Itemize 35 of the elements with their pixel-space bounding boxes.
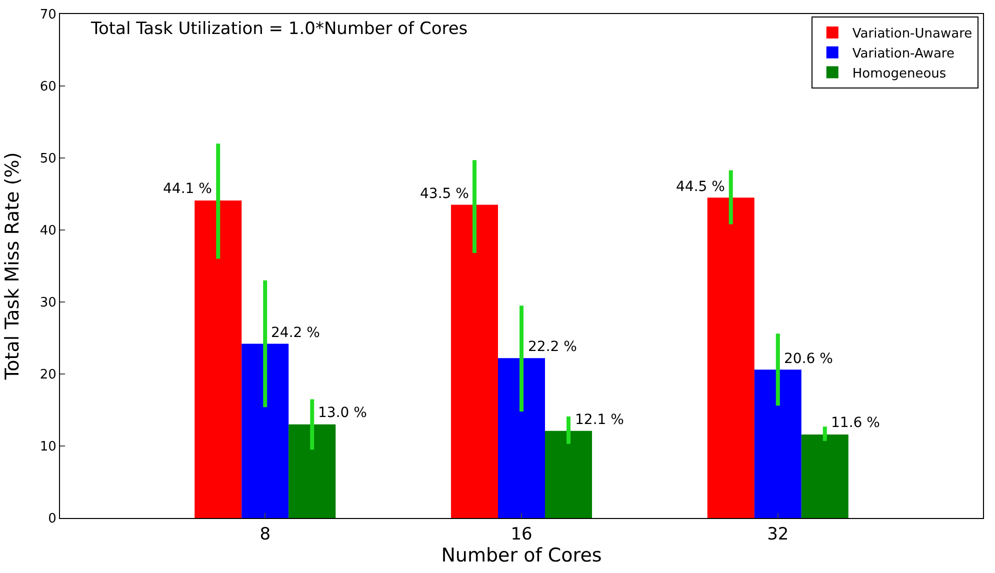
x-tick-label: 32 xyxy=(767,524,789,544)
legend-label: Variation-Aware xyxy=(852,46,954,62)
data-label: 22.2 % xyxy=(528,339,577,355)
legend-label: Variation-Unaware xyxy=(852,26,972,42)
data-label: 43.5 % xyxy=(420,186,469,202)
data-label: 20.6 % xyxy=(784,351,833,367)
y-axis-title: Total Task Miss Rate (%) xyxy=(2,152,24,381)
x-tick-label: 16 xyxy=(510,524,532,544)
data-label: 13.0 % xyxy=(318,405,367,421)
y-tick-label: 20 xyxy=(40,368,56,383)
data-label: 44.1 % xyxy=(163,181,212,197)
bar xyxy=(498,358,545,518)
legend-label: Homogeneous xyxy=(852,66,946,82)
y-tick-label: 10 xyxy=(40,440,56,455)
bar xyxy=(450,204,498,518)
y-tick-label: 60 xyxy=(40,80,56,95)
bar xyxy=(545,430,592,518)
y-tick-label: 0 xyxy=(48,512,56,527)
y-tick-label: 70 xyxy=(40,8,56,23)
bar xyxy=(288,424,336,518)
y-tick-label: 50 xyxy=(40,152,56,167)
x-tick-label: 8 xyxy=(260,524,271,544)
y-tick-label: 30 xyxy=(40,296,56,311)
y-tick-label: 40 xyxy=(40,224,56,239)
bar xyxy=(242,344,289,518)
data-label: 24.2 % xyxy=(271,325,320,341)
bar xyxy=(754,370,802,518)
data-label: 44.5 % xyxy=(676,179,725,195)
bar xyxy=(801,434,848,518)
bar xyxy=(707,198,754,518)
bar xyxy=(194,200,242,518)
data-label: 11.6 % xyxy=(831,415,880,431)
annotation: Total Task Utilization = 1.0*Number of Cores xyxy=(90,19,468,39)
data-label: 12.1 % xyxy=(575,412,624,428)
x-axis-title: Number of Cores xyxy=(441,544,602,566)
